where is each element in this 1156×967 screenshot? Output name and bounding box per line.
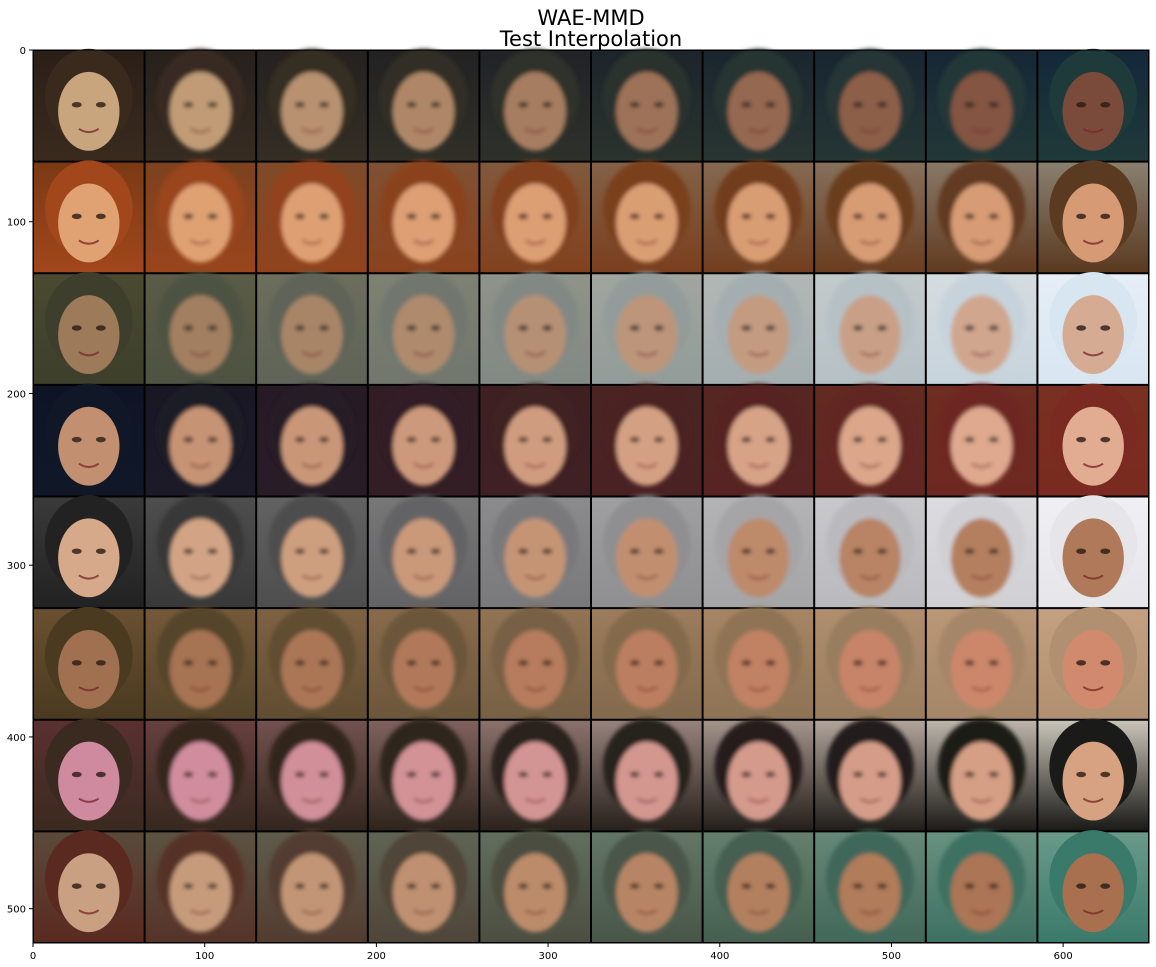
face-tile <box>1038 272 1148 384</box>
face-tile <box>480 606 590 719</box>
face-tile <box>368 718 479 831</box>
x-tick-label: 300 <box>539 951 558 962</box>
face-tile <box>34 718 144 831</box>
face-tile <box>592 383 702 496</box>
face-tile <box>480 830 590 942</box>
title-line-2: Test Interpolation <box>499 27 683 51</box>
face-tile <box>815 272 925 384</box>
face-tile <box>815 495 925 608</box>
face-tile <box>703 495 814 608</box>
face-tile <box>815 830 925 942</box>
face-tile <box>480 48 590 161</box>
face-tile <box>34 606 144 719</box>
face-tile <box>145 495 256 608</box>
face-tile <box>1038 495 1148 608</box>
face-tile <box>1038 606 1148 719</box>
face-tile <box>145 383 256 496</box>
face-tile <box>368 160 479 273</box>
face-tile <box>926 160 1037 273</box>
face-tile <box>368 830 479 942</box>
face-tile <box>257 383 367 496</box>
face-tile <box>592 48 702 161</box>
face-tile <box>368 606 479 719</box>
y-tick-label: 400 <box>7 733 26 744</box>
face-tile <box>926 383 1037 496</box>
y-tick-label: 300 <box>7 561 26 572</box>
face-tile <box>34 272 144 384</box>
face-tile <box>480 272 590 384</box>
face-tile <box>257 606 367 719</box>
title-line-1: WAE-MMD <box>537 6 645 30</box>
face-tile <box>703 606 814 719</box>
face-tile <box>1038 718 1148 831</box>
face-tile <box>145 830 256 942</box>
y-tick-label: 0 <box>20 46 26 57</box>
face-tile <box>703 718 814 831</box>
face-tile <box>34 830 144 942</box>
face-tile <box>703 383 814 496</box>
face-tile <box>703 272 814 384</box>
face-tile <box>368 495 479 608</box>
face-tile <box>703 830 814 942</box>
face-tile <box>1038 160 1148 273</box>
face-tile <box>257 160 367 273</box>
face-tile <box>145 718 256 831</box>
face-tile <box>815 718 925 831</box>
axes: 0 100 200 300 400 500 600 0 100 200 300 400 500 <box>7 46 1150 962</box>
y-tick-label: 200 <box>7 389 26 400</box>
face-tile <box>815 606 925 719</box>
face-tile <box>592 160 702 273</box>
face-tile <box>368 272 479 384</box>
face-tile <box>34 48 144 161</box>
face-tile <box>257 48 367 161</box>
face-tile <box>1038 48 1148 161</box>
face-tile <box>368 48 479 161</box>
face-tile <box>34 160 144 273</box>
face-tile <box>480 718 590 831</box>
face-tile <box>592 606 702 719</box>
face-tile <box>926 495 1037 608</box>
face-tile <box>1038 830 1148 942</box>
y-tick-label: 500 <box>7 905 26 916</box>
face-tile <box>926 718 1037 831</box>
face-tile <box>257 272 367 384</box>
face-tile <box>145 160 256 273</box>
face-tile <box>592 830 702 942</box>
face-tile <box>480 383 590 496</box>
face-tile <box>815 160 925 273</box>
face-tile <box>34 495 144 608</box>
face-tile <box>480 495 590 608</box>
face-tile <box>145 606 256 719</box>
face-tile <box>257 495 367 608</box>
x-tick-label: 0 <box>30 951 36 962</box>
x-tick-label: 200 <box>367 951 386 962</box>
face-tile <box>480 160 590 273</box>
face-tile <box>926 48 1037 161</box>
face-tile <box>926 830 1037 942</box>
face-tile <box>145 48 256 161</box>
face-tile <box>34 383 144 496</box>
face-tile <box>145 272 256 384</box>
x-tick-label: 500 <box>882 951 901 962</box>
y-tick-label: 100 <box>7 218 26 229</box>
face-tile <box>1038 383 1148 496</box>
face-tile <box>703 48 814 161</box>
x-tick-label: 400 <box>710 951 729 962</box>
axes-frame <box>32 49 1150 944</box>
face-tile <box>815 48 925 161</box>
face-tile <box>592 495 702 608</box>
face-tile <box>368 383 479 496</box>
x-tick-label: 100 <box>195 951 214 962</box>
face-tile <box>257 718 367 831</box>
x-tick-label: 600 <box>1054 951 1073 962</box>
face-tile <box>592 718 702 831</box>
face-tile <box>926 272 1037 384</box>
face-tile <box>703 160 814 273</box>
face-tile <box>926 606 1037 719</box>
image-grid <box>33 48 1149 943</box>
face-tile <box>815 383 925 496</box>
face-tile <box>592 272 702 384</box>
face-tile <box>257 830 367 942</box>
